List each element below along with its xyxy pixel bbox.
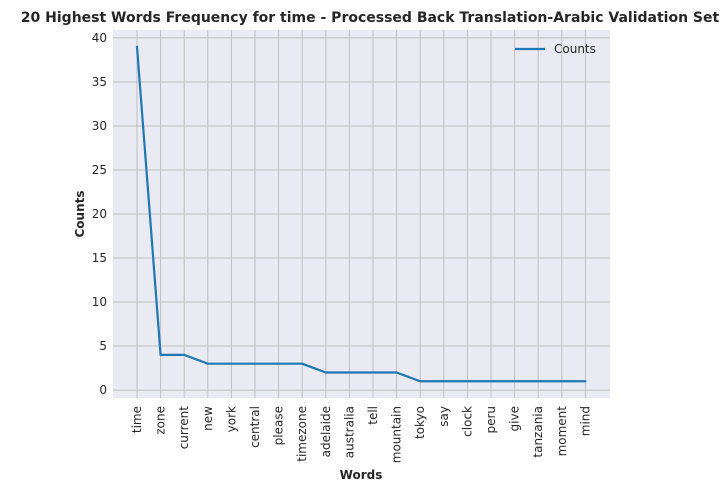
data-point — [466, 380, 469, 383]
x-tick-label: adelaide — [319, 406, 333, 457]
grid-lines — [113, 30, 610, 398]
x-tick-label: moment — [555, 406, 569, 457]
data-point — [206, 362, 209, 365]
x-axis-label: Words — [340, 468, 383, 482]
x-tick-label: york — [224, 406, 238, 432]
x-tick-label: please — [272, 406, 286, 445]
data-point — [159, 353, 162, 356]
data-point — [183, 353, 186, 356]
data-point — [395, 371, 398, 374]
x-tick-label: mountain — [390, 406, 404, 463]
y-tick-label: 35 — [92, 75, 107, 89]
y-tick-label: 10 — [92, 295, 107, 309]
x-tick-label: tokyo — [413, 406, 427, 439]
x-tick-label: timezone — [295, 406, 309, 462]
data-point — [537, 380, 540, 383]
series-line-counts — [135, 46, 586, 383]
y-axis-label: Counts — [73, 190, 87, 237]
y-tick-label: 0 — [99, 383, 107, 397]
x-tick-label: new — [201, 406, 215, 431]
x-tick-label: current — [177, 406, 191, 450]
y-tick-label: 30 — [92, 119, 107, 133]
data-point — [584, 380, 587, 383]
data-points — [135, 45, 587, 383]
data-point — [324, 371, 327, 374]
y-tick-label: 40 — [92, 31, 107, 45]
data-point — [513, 380, 516, 383]
x-tick-label: zone — [154, 406, 168, 435]
chart-title: 20 Highest Words Frequency for time - Pr… — [21, 10, 720, 26]
x-tick-label: tanzania — [531, 406, 545, 458]
data-point — [419, 380, 422, 383]
data-point — [135, 45, 139, 48]
y-tick-label: 25 — [92, 163, 107, 177]
legend-label: Counts — [554, 42, 596, 56]
data-point — [560, 380, 563, 383]
data-point — [348, 371, 351, 374]
x-tick-label: time — [130, 406, 144, 433]
data-point — [442, 380, 445, 383]
x-axis-ticks: time zone current new york central please timez… — [130, 406, 592, 464]
y-tick-label: 15 — [92, 251, 107, 265]
data-point — [230, 362, 233, 365]
y-tick-label: 20 — [92, 207, 107, 221]
x-tick-label: give — [508, 406, 522, 431]
data-point — [301, 362, 304, 365]
x-tick-label: central — [248, 406, 262, 448]
x-tick-label: australia — [342, 406, 356, 458]
x-tick-label: say — [437, 406, 451, 427]
data-point — [277, 362, 280, 365]
y-axis-ticks: 0 5 10 15 20 25 30 35 40 — [92, 31, 107, 397]
data-point — [371, 371, 375, 374]
x-tick-label: clock — [460, 406, 474, 437]
legend: Counts — [515, 42, 596, 56]
x-tick-label: peru — [484, 406, 498, 434]
data-point — [253, 362, 257, 365]
y-tick-label: 5 — [99, 339, 107, 353]
data-point — [489, 380, 493, 383]
x-tick-label: tell — [366, 406, 380, 425]
x-tick-label: mind — [578, 406, 592, 436]
